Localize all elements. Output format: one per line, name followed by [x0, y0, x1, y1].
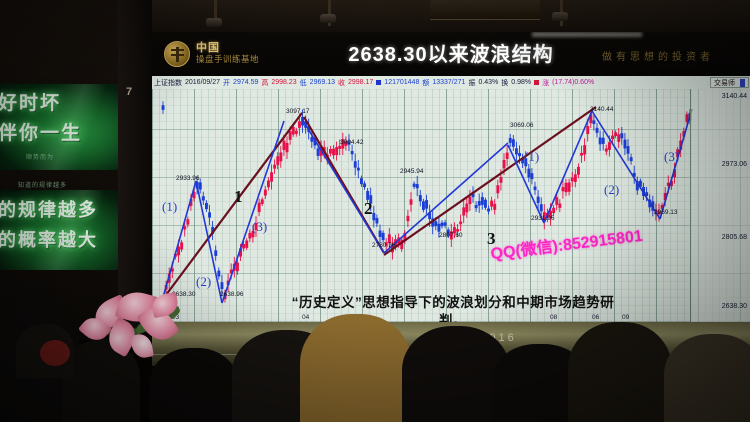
- trader-badge[interactable]: 交易师: [710, 77, 749, 88]
- screen-header: 中国 操盘手训练基地 2638.30以来波浪结构 做有思想的投资者: [152, 32, 750, 76]
- wall-divider: [118, 0, 152, 340]
- ticker-change-label: 涨: [542, 79, 550, 87]
- ticker-close-value: 2998.17: [347, 79, 374, 86]
- audience-head: [568, 322, 672, 422]
- wall-poster-top-sub: 顺势而为: [26, 155, 55, 161]
- ticker-high-label: 高: [261, 79, 269, 87]
- change-marker-icon: [534, 80, 540, 85]
- ticker-low-value: 2969.13: [309, 79, 335, 86]
- price-label: 3069.06: [510, 122, 534, 129]
- quote-ticker: 上证指数 2016/09/27 开 2974.59 高 2998.23 低 29…: [152, 76, 750, 89]
- audience-head-hood: [300, 314, 412, 422]
- ticker-amount-label: 额: [422, 79, 430, 87]
- petal-shape: [130, 332, 154, 360]
- price-axis: 3140.44 2973.06 2805.68 2638.30: [690, 89, 750, 322]
- wall-poster-top-line1: 好时坏: [0, 93, 62, 114]
- wave-label-minor: (2): [196, 274, 212, 289]
- ticker-turnover-label: 换: [501, 79, 509, 87]
- price-label: 2780.76: [372, 242, 396, 249]
- price-label: 3140.44: [590, 106, 614, 113]
- price-axis-label: 2973.06: [721, 161, 747, 168]
- wall-number: 7: [126, 86, 133, 98]
- wall-poster-bottom-line1: 的规律越多: [0, 200, 98, 220]
- ticker-amount-value: 13337/271: [432, 79, 466, 86]
- left-wall: 好时坏 伴你一生 顺势而为 知道的规律越多 的规律越多 的概率越大 7: [0, 0, 152, 340]
- ticker-amplitude-value: 0.43%: [478, 79, 499, 86]
- wave-label-major: 2: [364, 199, 373, 218]
- flower-bouquet: [77, 287, 198, 370]
- wave-label-minor: (3): [252, 219, 268, 234]
- badge-indicator-icon: [740, 78, 745, 87]
- ticker-change-value: (17.74)0.60%: [552, 79, 595, 86]
- price-label: 3097.17: [286, 108, 310, 115]
- ticker-low-label: 低: [299, 79, 307, 87]
- audience-head: [664, 334, 750, 422]
- price-label: 2931.96: [531, 215, 555, 222]
- ticker-turnover-value: 0.98%: [511, 79, 532, 86]
- ticker-amplitude-label: 振: [468, 79, 476, 87]
- ticker-date: 2016/09/27: [185, 79, 221, 86]
- ticker-index-name: 上证指数: [154, 79, 182, 87]
- price-label: 2933.96: [176, 175, 200, 182]
- wall-poster-top-line2: 伴你一生: [0, 123, 83, 144]
- candlestick-chart[interactable]: 3140.44 2973.06 2805.68 2638.30 2933.96 3…: [152, 89, 750, 322]
- ceiling-duct: [430, 0, 540, 20]
- price-label: 2807.60: [439, 232, 463, 239]
- red-flower: [40, 340, 70, 366]
- price-axis-label: 3140.44: [721, 93, 747, 100]
- ticker-open-value: 2974.59: [233, 79, 259, 86]
- ticker-open-label: 开: [223, 79, 231, 87]
- wave-label-minor: (1): [524, 149, 540, 164]
- wave-label-major: 1: [234, 187, 243, 206]
- ticker-volume-value: 121701448: [384, 79, 420, 86]
- volume-marker-icon: [376, 80, 382, 85]
- wall-poster-bottom-line2: 的概率越大: [0, 230, 98, 250]
- slide-slogan: 做有思想的投资者: [602, 52, 714, 63]
- ceiling-spotlight: [552, 12, 568, 21]
- price-label: 2945.94: [400, 168, 424, 175]
- ceiling-spotlight: [206, 18, 222, 27]
- ticker-close-label: 收: [337, 79, 345, 87]
- ceiling-spotlight: [320, 14, 336, 23]
- presentation-screen: 中国 操盘手训练基地 2638.30以来波浪结构 做有思想的投资者 上证指数 2…: [152, 32, 750, 322]
- price-label: 2969.13: [654, 209, 678, 216]
- ticker-high-value: 2998.23: [271, 79, 297, 86]
- wall-poster-bottom-sub: 知道的规律越多: [18, 183, 68, 189]
- price-axis-label: 2805.68: [721, 234, 747, 241]
- wave-label-minor: (3): [664, 149, 680, 164]
- screen-glare: [532, 32, 642, 37]
- wave-label-minor: (2): [604, 182, 620, 197]
- price-label: 3004.42: [340, 139, 364, 146]
- audience: [0, 287, 750, 422]
- trader-badge-label: 交易师: [714, 79, 735, 87]
- wave-label-minor: (1): [162, 199, 178, 214]
